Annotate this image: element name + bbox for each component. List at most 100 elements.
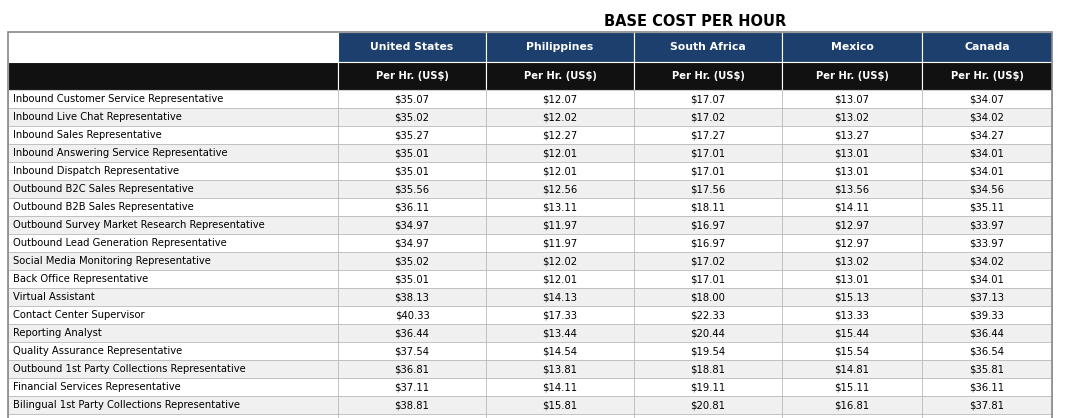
Bar [8, 144, 338, 162]
Bar [338, 126, 486, 144]
Text: Outbound 1st Party Collections Representative: Outbound 1st Party Collections Represent… [13, 364, 245, 374]
Text: $12.27: $12.27 [542, 130, 578, 140]
Bar [634, 198, 781, 216]
Text: $14.11: $14.11 [834, 202, 869, 212]
Bar [8, 342, 338, 360]
Text: $12.97: $12.97 [834, 220, 869, 230]
Text: Contact Center Supervisor: Contact Center Supervisor [13, 310, 145, 320]
Bar [8, 324, 338, 342]
Bar [781, 144, 922, 162]
Bar [922, 396, 1052, 414]
Bar [634, 252, 781, 270]
Bar [781, 216, 922, 234]
Bar [781, 62, 922, 90]
Bar [781, 270, 922, 288]
Text: $34.97: $34.97 [394, 220, 430, 230]
Text: $35.02: $35.02 [394, 112, 430, 122]
Text: $36.11: $36.11 [969, 382, 1004, 392]
Bar [634, 32, 781, 62]
Text: $11.97: $11.97 [542, 238, 578, 248]
Text: $38.13: $38.13 [394, 292, 430, 302]
Text: $20.81: $20.81 [690, 400, 726, 410]
Bar [8, 414, 338, 418]
Bar [922, 378, 1052, 396]
Text: South Africa: South Africa [670, 42, 746, 52]
Bar [8, 126, 338, 144]
Bar [922, 288, 1052, 306]
Text: $35.02: $35.02 [394, 256, 430, 266]
Text: $34.56: $34.56 [969, 184, 1004, 194]
Bar [338, 396, 486, 414]
Text: Inbound Sales Representative: Inbound Sales Representative [13, 130, 162, 140]
Text: Mexico: Mexico [831, 42, 874, 52]
Bar [486, 324, 634, 342]
Text: $18.81: $18.81 [690, 364, 726, 374]
Text: Per Hr. (US$): Per Hr. (US$) [951, 71, 1024, 81]
Bar [486, 396, 634, 414]
Text: $36.44: $36.44 [394, 328, 430, 338]
Bar [8, 360, 338, 378]
Text: $34.07: $34.07 [969, 94, 1004, 104]
Bar [8, 162, 338, 180]
Bar [8, 198, 338, 216]
Text: Inbound Customer Service Representative: Inbound Customer Service Representative [13, 94, 223, 104]
Bar [486, 62, 634, 90]
Bar [922, 306, 1052, 324]
Bar [922, 126, 1052, 144]
Text: Virtual Assistant: Virtual Assistant [13, 292, 94, 302]
Bar [486, 234, 634, 252]
Bar [634, 324, 781, 342]
Bar [922, 162, 1052, 180]
Bar [634, 342, 781, 360]
Text: Per Hr. (US$): Per Hr. (US$) [816, 71, 889, 81]
Bar [634, 360, 781, 378]
Text: $38.81: $38.81 [394, 400, 430, 410]
Text: Outbound Survey Market Research Representative: Outbound Survey Market Research Represen… [13, 220, 265, 230]
Text: Inbound Live Chat Representative: Inbound Live Chat Representative [13, 112, 182, 122]
Bar [922, 62, 1052, 90]
Text: $15.81: $15.81 [542, 400, 578, 410]
Text: $14.54: $14.54 [542, 346, 578, 356]
Text: $17.56: $17.56 [690, 184, 726, 194]
Text: $12.02: $12.02 [542, 112, 578, 122]
Text: $36.44: $36.44 [969, 328, 1004, 338]
Bar [338, 162, 486, 180]
Text: Canada: Canada [964, 42, 1010, 52]
Text: $18.11: $18.11 [690, 202, 726, 212]
Bar [8, 234, 338, 252]
Text: Per Hr. (US$): Per Hr. (US$) [671, 71, 744, 81]
Text: $12.56: $12.56 [542, 184, 578, 194]
Bar [338, 414, 486, 418]
Bar [781, 288, 922, 306]
Text: $34.01: $34.01 [969, 148, 1004, 158]
Text: $17.01: $17.01 [690, 166, 726, 176]
Bar [634, 396, 781, 414]
Text: $12.01: $12.01 [542, 148, 578, 158]
Bar [781, 180, 922, 198]
Bar [781, 108, 922, 126]
Bar [781, 198, 922, 216]
Text: $15.11: $15.11 [834, 382, 869, 392]
Text: $13.11: $13.11 [542, 202, 578, 212]
Text: Financial Services Representative: Financial Services Representative [13, 382, 181, 392]
Text: $15.44: $15.44 [834, 328, 869, 338]
Text: $17.02: $17.02 [690, 112, 726, 122]
Text: $40.33: $40.33 [394, 310, 430, 320]
Text: $34.02: $34.02 [969, 256, 1004, 266]
Bar [922, 198, 1052, 216]
Bar [922, 32, 1052, 62]
Bar [922, 270, 1052, 288]
Text: Inbound Dispatch Representative: Inbound Dispatch Representative [13, 166, 179, 176]
Text: $16.97: $16.97 [690, 220, 726, 230]
Bar [8, 270, 338, 288]
Bar [634, 306, 781, 324]
Text: $33.97: $33.97 [969, 238, 1004, 248]
Bar [634, 126, 781, 144]
Text: $36.54: $36.54 [969, 346, 1004, 356]
Text: $12.02: $12.02 [542, 256, 578, 266]
Text: $34.97: $34.97 [394, 238, 430, 248]
Bar [8, 216, 338, 234]
Text: $34.01: $34.01 [969, 274, 1004, 284]
Text: Social Media Monitoring Representative: Social Media Monitoring Representative [13, 256, 211, 266]
Text: Per Hr. (US$): Per Hr. (US$) [523, 71, 596, 81]
